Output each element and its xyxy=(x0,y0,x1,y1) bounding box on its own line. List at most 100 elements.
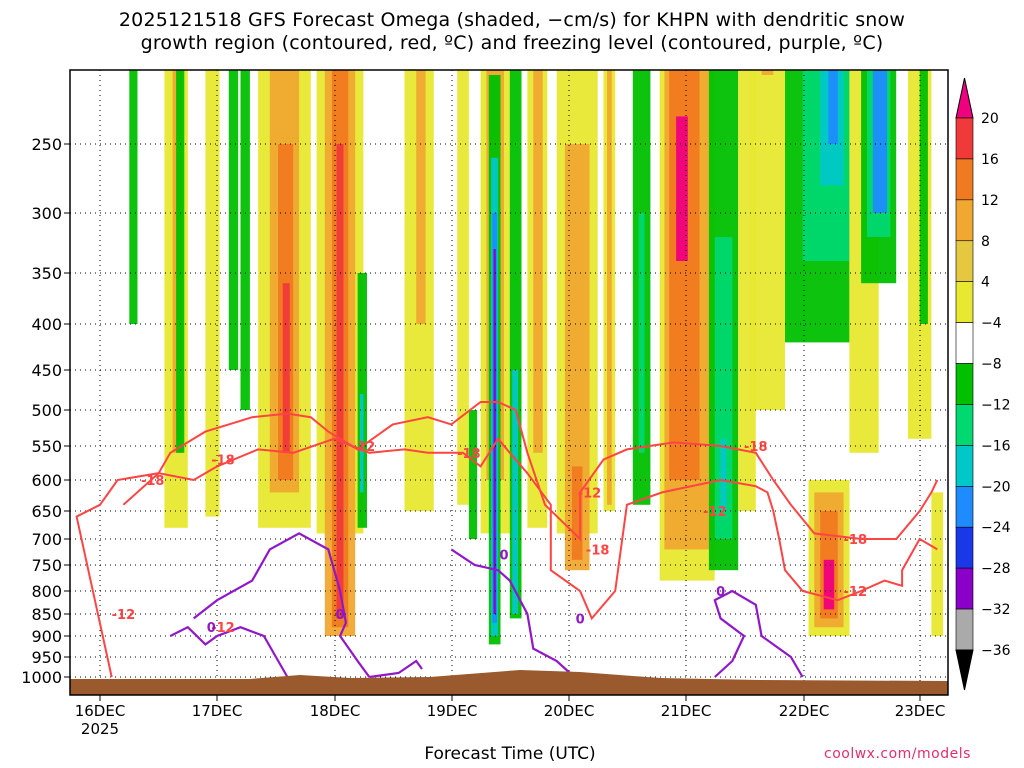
freezing-contour-0 xyxy=(369,659,423,679)
colorbar-segment xyxy=(955,199,974,242)
y-tick-label: 300 xyxy=(31,204,62,223)
y-axis: 250 300 350 400 450 500 550 600 650 700 750 800 850 9… xyxy=(21,135,70,687)
omega-cell xyxy=(714,237,733,539)
contour-label-red: -12 xyxy=(703,505,727,520)
dgz-contours xyxy=(75,401,939,678)
colorbar-segment xyxy=(955,486,974,528)
x-tick-label: 20DEC xyxy=(544,702,595,720)
y-tick-label: 750 xyxy=(31,556,62,575)
omega-cell xyxy=(457,70,469,505)
omega-cell xyxy=(205,70,220,517)
y-tick-label: 500 xyxy=(31,401,62,420)
omega-cell xyxy=(919,70,928,324)
omega-cell xyxy=(240,70,250,410)
contour-label-purple: 0 xyxy=(207,621,216,636)
colorbar-label: 8 xyxy=(981,234,990,250)
colorbar-label: −20 xyxy=(981,479,1011,495)
contour-label-red: -18 xyxy=(586,543,610,558)
x-tick-label: 23DEC xyxy=(895,702,946,720)
colorbar-segment xyxy=(955,281,974,323)
contour-line-minus12 xyxy=(75,437,938,678)
x-axis: 16DEC 17DEC 18DEC 19DEC 20DEC 21DEC 22DEC 23DEC… xyxy=(75,695,946,738)
site-credit[interactable]: coolwx.com/models xyxy=(824,746,971,762)
y-tick-label: 450 xyxy=(31,361,62,380)
colorbar-segment xyxy=(955,445,974,487)
colorbar-label: 4 xyxy=(981,275,990,291)
freezing-contour-0 xyxy=(450,548,576,678)
omega-cell xyxy=(823,559,835,610)
x-tick-label: 17DEC xyxy=(192,702,243,720)
x-axis-title: Forecast Time (UTC) xyxy=(424,744,596,764)
omega-cell xyxy=(512,370,519,614)
omega-cell xyxy=(638,213,645,453)
omega-cell xyxy=(571,466,583,560)
y-tick-label: 550 xyxy=(31,437,62,456)
colorbar-segment xyxy=(955,567,974,610)
colorbar-label: 16 xyxy=(981,152,999,168)
colorbar-label: −28 xyxy=(981,561,1011,577)
contour-line-minus18 xyxy=(122,401,939,542)
freezing-contour-0 xyxy=(169,625,289,678)
contour-label-red: -18 xyxy=(744,440,768,455)
colorbar-bottom-arrow xyxy=(955,649,974,691)
colorbar: 20 16 12 8 4 −4 −8 −12 −16 −20 −24 −28 −32 −36 xyxy=(955,77,1011,691)
colorbar-label: 20 xyxy=(981,111,999,127)
contour-label-purple: 0 xyxy=(576,612,585,627)
omega-cell xyxy=(872,70,887,213)
omega-cell xyxy=(360,394,364,493)
omega-cell xyxy=(336,144,344,619)
x-tick-label: 22DEC xyxy=(779,702,830,720)
colorbar-label: −36 xyxy=(981,643,1011,659)
contour-label-red: -12 xyxy=(844,585,868,600)
contour-label-red: -18 xyxy=(844,533,868,548)
omega-cell xyxy=(931,492,944,636)
omega-cell xyxy=(493,249,496,614)
colorbar-label: −4 xyxy=(981,316,1002,332)
omega-cell xyxy=(533,70,543,453)
colorbar-top-arrow xyxy=(955,77,974,119)
freezing-contour-0 xyxy=(713,589,804,678)
freezing-level-contours xyxy=(169,532,804,679)
colorbar-label: −16 xyxy=(981,438,1011,454)
y-tick-label: 700 xyxy=(31,530,62,549)
contour-label-red: -12 xyxy=(578,486,602,501)
freezing-contour-0 xyxy=(193,532,371,678)
colorbar-label: −32 xyxy=(981,602,1011,618)
colorbar-label: −12 xyxy=(981,397,1011,413)
omega-cell xyxy=(607,70,612,505)
omega-cell xyxy=(468,410,478,539)
colorbar-label: 12 xyxy=(981,193,999,209)
x-tick-label: 16DEC xyxy=(75,702,126,720)
y-tick-label: 650 xyxy=(31,502,62,521)
omega-cell xyxy=(828,70,838,144)
colorbar-segment xyxy=(955,363,974,405)
contour-label-purple: 0 xyxy=(499,549,508,564)
omega-cell xyxy=(676,116,688,262)
colorbar-segment xyxy=(955,526,974,569)
x-tick-label: 21DEC xyxy=(661,702,712,720)
omega-cell xyxy=(720,438,727,511)
contour-labels: -12-18-18-12 -18-12-18-12-12-18-18-120000… xyxy=(112,440,867,636)
contour-label-red: -12 xyxy=(211,621,235,636)
chart-title-line-2: growth region (contoured, red, ºC) and f… xyxy=(140,32,884,54)
colorbar-segment xyxy=(955,117,974,160)
omega-cell xyxy=(129,70,138,324)
colorbar-segment xyxy=(955,404,974,446)
colorbar-segment xyxy=(955,322,974,364)
contour-label-red: -12 xyxy=(112,608,136,623)
y-tick-label: 350 xyxy=(31,264,62,283)
y-tick-label: 400 xyxy=(31,315,62,334)
terrain-surface xyxy=(70,670,948,695)
omega-cell xyxy=(749,70,785,410)
colorbar-segment xyxy=(955,240,974,282)
x-tick-label: 18DEC xyxy=(310,702,361,720)
colorbar-segment xyxy=(955,608,974,651)
contour-label-red: -12 xyxy=(352,440,376,455)
colorbar-label: −24 xyxy=(981,520,1011,536)
omega-cell xyxy=(176,70,185,453)
omega-cell xyxy=(761,70,774,75)
y-tick-label: 1000 xyxy=(21,668,62,687)
omega-cell xyxy=(509,70,522,619)
y-tick-label: 800 xyxy=(31,582,62,601)
